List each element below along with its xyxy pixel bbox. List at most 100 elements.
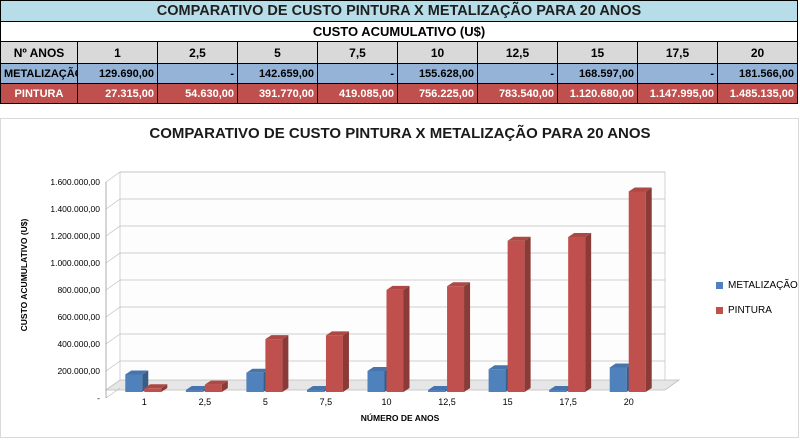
legend-swatch-metalizacao — [716, 281, 723, 289]
bar-side-pintura — [645, 187, 652, 392]
bar-side-pintura — [161, 384, 168, 392]
y-tick-label: 800.000,00 — [57, 285, 100, 295]
row-label: METALIZAÇÃO — [0, 63, 78, 84]
y-tick-label: 600.000,00 — [57, 312, 100, 322]
header-label: Nº ANOS — [0, 41, 78, 64]
legend-label: METALIZAÇÃO — [728, 279, 798, 291]
y-tick-label: 200.000,00 — [57, 366, 100, 376]
table-cell: 129.690,00 — [77, 63, 158, 84]
y-tick-label: - — [97, 393, 100, 403]
bar-pintura — [144, 388, 162, 392]
gridline-side — [105, 360, 121, 372]
y-tick-label: 1.000.000,00 — [50, 258, 100, 268]
bar-side-pintura — [282, 335, 289, 392]
table-row-pintura: PINTURA 27.315,00 54.630,00 391.770,00 4… — [0, 83, 799, 104]
bar-top-metalizacao — [185, 386, 209, 390]
y-tick-label: 1.600.000,00 — [50, 177, 100, 187]
bar-side-pintura — [585, 233, 592, 392]
table-cell: - — [157, 63, 238, 84]
cost-table: COMPARATIVO DE CUSTO PINTURA X METALIZAÇ… — [0, 0, 799, 104]
header-year: 10 — [397, 41, 478, 64]
bar-top-pintura — [325, 331, 349, 336]
bar-top-pintura — [144, 384, 168, 389]
bar-top-metalizacao — [367, 366, 391, 371]
x-tick-label: 2,5 — [199, 397, 212, 407]
gridline-side — [105, 171, 121, 183]
bar-side-pintura — [464, 282, 471, 392]
bar-top-metalizacao — [306, 386, 330, 390]
x-tick-label: 10 — [381, 397, 391, 407]
x-tick-label: 1 — [142, 397, 147, 407]
table-cell: - — [477, 63, 558, 84]
legend-label: PINTURA — [728, 304, 772, 316]
y-tick-label: 1.400.000,00 — [50, 204, 100, 214]
table-cell: 168.597,00 — [557, 63, 638, 84]
bar-metalizacao — [367, 370, 385, 392]
bar-top-pintura — [265, 335, 289, 340]
bar-metalizacao — [549, 390, 567, 392]
y-tick-label: 400.000,00 — [57, 339, 100, 349]
table-cell: 1.485.135,00 — [716, 83, 799, 104]
table-cell: - — [317, 63, 398, 84]
bar-top-metalizacao — [488, 365, 512, 370]
bar-top-pintura — [447, 282, 471, 287]
bar-side-metalizacao — [142, 370, 149, 392]
bar-pintura — [325, 335, 343, 392]
bar-top-metalizacao — [609, 363, 633, 368]
bar-side-pintura — [342, 331, 349, 392]
bar-top-pintura — [568, 233, 592, 238]
bar-pintura — [628, 191, 646, 392]
row-label: PINTURA — [0, 83, 78, 104]
bar-pintura — [507, 240, 525, 392]
y-axis-label: CUSTO ACUMULATIVO (U$) — [19, 218, 29, 332]
bar-top-pintura — [628, 187, 652, 192]
table-subtitle: CUSTO ACUMULATIVO (U$) — [0, 21, 799, 42]
header-year: 5 — [237, 41, 318, 64]
x-tick-label: 5 — [263, 397, 268, 407]
x-tick-label: 20 — [624, 397, 634, 407]
table-title: COMPARATIVO DE CUSTO PINTURA X METALIZAÇ… — [0, 0, 799, 22]
bar-side-pintura — [524, 236, 531, 392]
bar-pintura — [265, 339, 283, 392]
bar-side-pintura — [221, 380, 228, 392]
table-cell: 783.540,00 — [477, 83, 558, 104]
x-tick-label: 15 — [503, 397, 513, 407]
x-axis-label: NÚMERO DE ANOS — [360, 413, 440, 423]
legend-item-pintura: PINTURA — [716, 303, 798, 317]
table-cell: 27.315,00 — [77, 83, 158, 104]
bar-pintura — [568, 237, 586, 392]
legend-swatch-pintura — [716, 306, 723, 314]
bar-top-pintura — [386, 285, 410, 290]
bar-pintura — [386, 289, 404, 392]
table-cell: 155.628,00 — [397, 63, 478, 84]
header-year: 2,5 — [157, 41, 238, 64]
bar-metalizacao — [609, 367, 627, 392]
table-cell: 181.566,00 — [716, 63, 799, 84]
table-cell: 756.225,00 — [397, 83, 478, 104]
bar-metalizacao — [125, 374, 143, 392]
gridline-side — [105, 306, 121, 318]
x-tick-label: 17,5 — [559, 397, 577, 407]
bar-top-pintura — [507, 236, 531, 241]
gridline-side — [105, 198, 121, 210]
bar-metalizacao — [488, 369, 506, 392]
bar-pintura — [204, 384, 222, 392]
bar-top-metalizacao — [246, 368, 270, 373]
bar-top-pintura — [204, 380, 228, 385]
bar-metalizacao — [185, 390, 203, 392]
chart-title: COMPARATIVO DE CUSTO PINTURA X METALIZAÇ… — [149, 125, 651, 142]
table-cell: 1.147.995,00 — [637, 83, 718, 104]
x-tick-label: 12,5 — [438, 397, 456, 407]
table-cell: 391.770,00 — [237, 83, 318, 104]
header-year: 20 — [716, 41, 799, 64]
gridline-side — [105, 252, 121, 264]
gridline-side — [105, 279, 121, 291]
bar-top-metalizacao — [428, 386, 452, 390]
bar-pintura — [447, 286, 465, 392]
bar-top-metalizacao — [549, 386, 573, 390]
gridline-side — [105, 225, 121, 237]
bar-metalizacao — [246, 372, 264, 392]
bar-side-pintura — [403, 285, 410, 392]
gridline-side — [105, 333, 121, 345]
